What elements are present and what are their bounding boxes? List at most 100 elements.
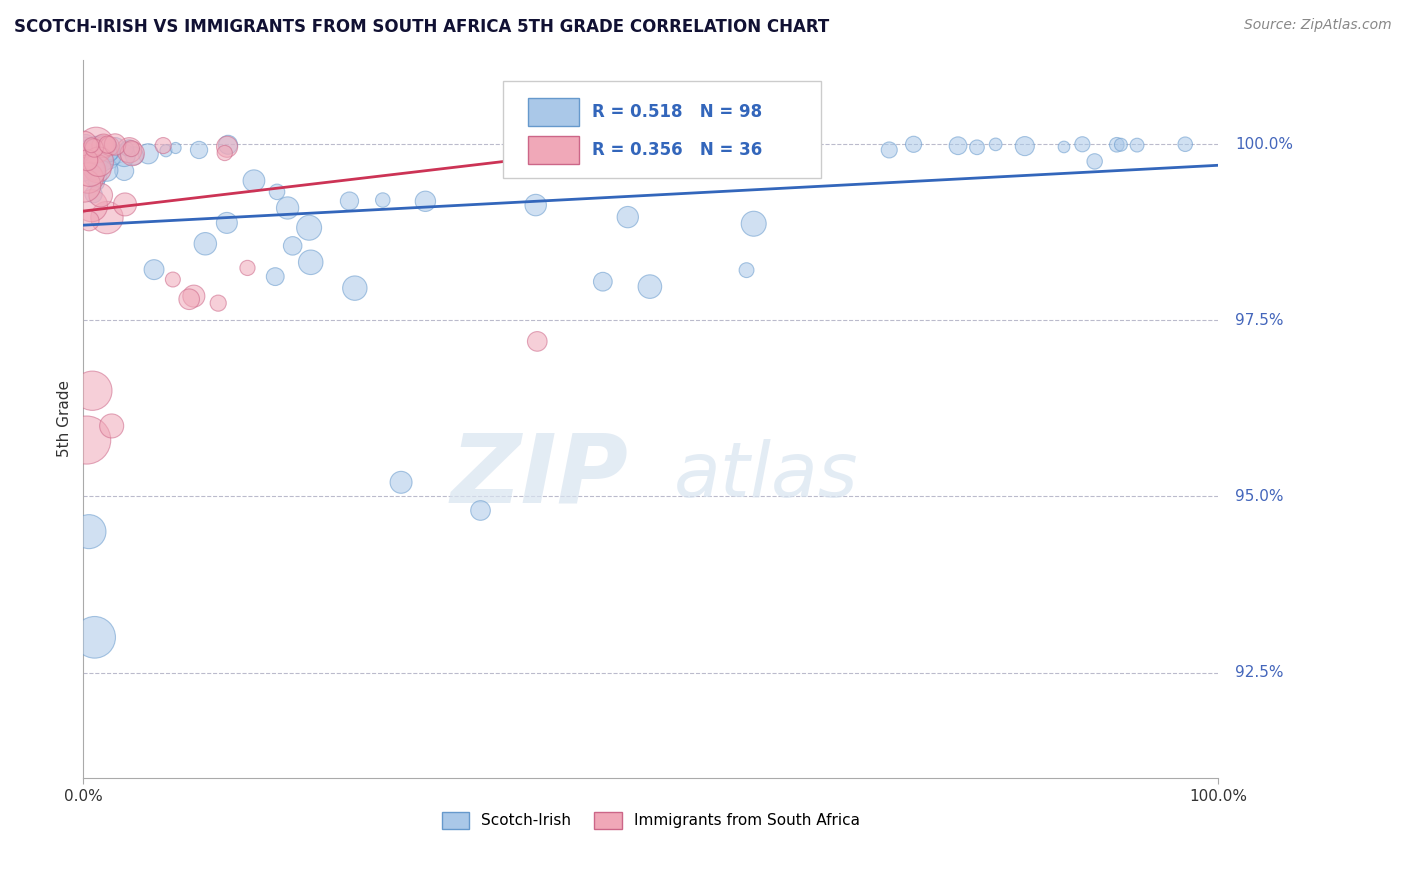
Point bbox=[121, 146, 143, 161]
Point bbox=[644, 138, 666, 153]
Point bbox=[188, 143, 211, 157]
Point bbox=[100, 146, 122, 161]
Text: R = 0.356   N = 36: R = 0.356 N = 36 bbox=[592, 141, 762, 159]
Point bbox=[76, 433, 98, 447]
Point bbox=[524, 198, 547, 212]
Point bbox=[766, 138, 789, 153]
Point bbox=[103, 150, 125, 164]
Point bbox=[118, 141, 141, 155]
Point bbox=[415, 194, 437, 209]
Point bbox=[90, 137, 112, 152]
Point bbox=[100, 145, 122, 159]
Point bbox=[281, 239, 304, 253]
Point bbox=[94, 151, 117, 165]
Point bbox=[877, 143, 900, 157]
Text: 95.0%: 95.0% bbox=[1236, 489, 1284, 504]
Point bbox=[104, 137, 127, 152]
Point bbox=[277, 201, 299, 215]
Point bbox=[735, 147, 758, 161]
Point bbox=[1109, 137, 1132, 152]
Point bbox=[264, 269, 287, 284]
Point bbox=[152, 138, 174, 153]
Text: atlas: atlas bbox=[673, 440, 858, 514]
Point bbox=[80, 199, 103, 213]
Point bbox=[112, 148, 135, 162]
Point bbox=[83, 630, 105, 644]
Point bbox=[84, 139, 107, 153]
Point bbox=[96, 139, 118, 153]
Point bbox=[713, 140, 735, 154]
Point bbox=[91, 153, 114, 167]
Point bbox=[243, 174, 266, 188]
Point bbox=[96, 163, 118, 178]
Point bbox=[93, 138, 115, 153]
Point bbox=[86, 161, 108, 176]
Point bbox=[90, 188, 112, 202]
Bar bbox=[529, 136, 579, 164]
Point bbox=[214, 146, 236, 161]
Point bbox=[339, 194, 361, 208]
Point bbox=[1105, 137, 1128, 152]
Point bbox=[82, 147, 104, 161]
Point bbox=[98, 139, 121, 153]
Legend: Scotch-Irish, Immigrants from South Africa: Scotch-Irish, Immigrants from South Afri… bbox=[436, 805, 866, 835]
Point bbox=[115, 142, 138, 156]
Text: Source: ZipAtlas.com: Source: ZipAtlas.com bbox=[1244, 18, 1392, 32]
Point bbox=[114, 197, 136, 211]
Point bbox=[73, 145, 96, 160]
Point bbox=[98, 152, 121, 166]
Text: 97.5%: 97.5% bbox=[1236, 313, 1284, 327]
Point bbox=[73, 137, 96, 152]
Point bbox=[86, 153, 108, 167]
Point bbox=[80, 160, 103, 174]
Point bbox=[217, 137, 239, 152]
Point bbox=[298, 220, 321, 235]
Point bbox=[217, 140, 239, 154]
Point bbox=[207, 296, 229, 310]
Point bbox=[76, 148, 98, 162]
Point bbox=[83, 187, 105, 202]
Point bbox=[93, 137, 115, 152]
Point bbox=[592, 275, 614, 289]
Point bbox=[162, 272, 184, 286]
Point bbox=[266, 185, 288, 199]
Point bbox=[984, 137, 1007, 152]
Point bbox=[371, 193, 394, 207]
Point bbox=[75, 137, 97, 152]
Bar bbox=[529, 98, 579, 126]
Point bbox=[165, 141, 187, 155]
Point bbox=[73, 142, 96, 156]
Point bbox=[77, 171, 100, 186]
Point bbox=[100, 137, 122, 152]
Point bbox=[84, 137, 107, 152]
Point bbox=[84, 138, 107, 153]
Point bbox=[215, 216, 238, 230]
Point bbox=[80, 137, 103, 152]
Point bbox=[87, 154, 110, 169]
Point bbox=[84, 168, 107, 182]
Point bbox=[1174, 137, 1197, 152]
Point bbox=[1071, 137, 1094, 152]
Point bbox=[1014, 139, 1036, 153]
Point bbox=[155, 144, 177, 158]
Point bbox=[82, 384, 104, 398]
Point bbox=[136, 146, 159, 161]
Point bbox=[86, 176, 108, 190]
Point bbox=[1084, 154, 1107, 169]
Point bbox=[80, 138, 103, 153]
Point bbox=[299, 255, 322, 269]
Point bbox=[714, 137, 737, 152]
Point bbox=[83, 162, 105, 177]
Point bbox=[118, 143, 141, 157]
Point bbox=[76, 153, 98, 168]
Point bbox=[77, 524, 100, 539]
Point bbox=[343, 281, 366, 295]
Point bbox=[100, 419, 122, 434]
Point bbox=[638, 279, 661, 293]
Point bbox=[97, 145, 120, 160]
Point bbox=[1126, 138, 1149, 153]
Text: ZIP: ZIP bbox=[450, 430, 628, 523]
Point bbox=[77, 214, 100, 228]
Point bbox=[112, 164, 135, 178]
Point bbox=[96, 211, 118, 225]
